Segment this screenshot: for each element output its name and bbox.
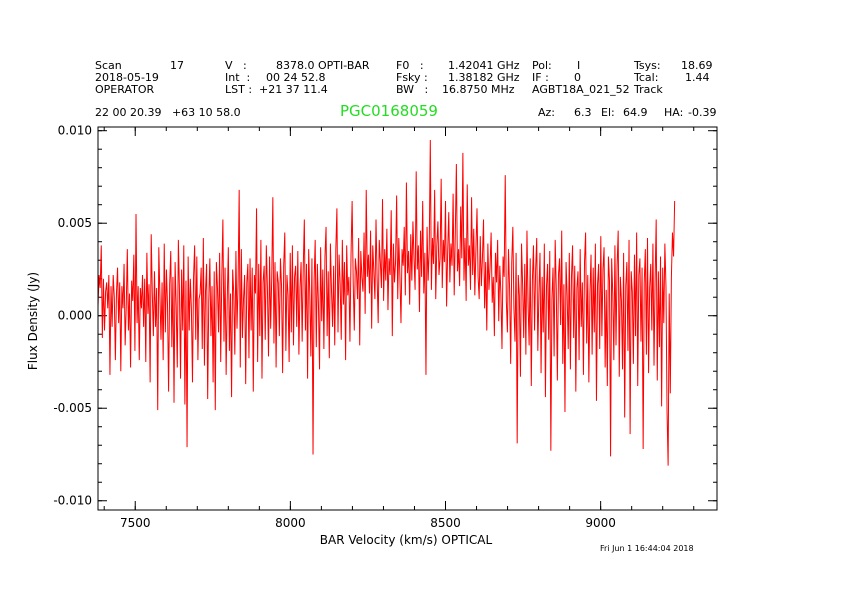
tcal-label: Tcal: xyxy=(634,71,659,84)
bandwidth-label: BW : xyxy=(396,83,429,96)
y-axis-label: Flux Density (Jy) xyxy=(26,272,40,370)
plot-timestamp: Fri Jun 1 16:44:04 2018 xyxy=(600,544,694,553)
y-tick-label: -0.010 xyxy=(53,494,92,508)
scan-value: 17 xyxy=(170,59,184,72)
lst-value: +21 37 11.4 xyxy=(259,83,328,96)
bandwidth-value: 16.8750 MHz xyxy=(442,83,515,96)
y-tick-label: 0.000 xyxy=(58,309,92,323)
spectrum-series-line xyxy=(97,139,676,466)
x-tick-label: 7500 xyxy=(120,516,151,530)
f0-value: 1.42041 GHz xyxy=(448,59,520,72)
hour-angle-value: -0.39 xyxy=(688,106,717,119)
observing-mode: Track xyxy=(634,83,663,96)
if-label: IF : xyxy=(532,71,549,84)
azimuth-value: 6.3 xyxy=(574,106,592,119)
y-tick-label: 0.005 xyxy=(58,216,92,230)
source-name: PGC0168059 xyxy=(340,102,438,120)
axis-ticks xyxy=(98,127,717,510)
velocity-label: V : xyxy=(225,59,247,72)
f0-label: F0 : xyxy=(396,59,424,72)
pol-label: Pol: xyxy=(532,59,552,72)
tcal-value: 1.44 xyxy=(685,71,710,84)
y-tick-label: -0.005 xyxy=(53,401,92,415)
lst-label: LST : xyxy=(225,83,253,96)
integration-value: 00 24 52.8 xyxy=(266,71,326,84)
integration-label: Int : xyxy=(225,71,251,84)
hour-angle-label: HA: xyxy=(664,106,684,119)
observer-name: OPERATOR xyxy=(95,83,155,96)
tsys-value: 18.69 xyxy=(681,59,713,72)
tsys-label: Tsys: xyxy=(634,59,661,72)
x-axis-label: BAR Velocity (km/s) OPTICAL xyxy=(320,533,493,547)
project-id: AGBT18A_021_52 xyxy=(532,83,630,96)
scan-label: Scan xyxy=(95,59,122,72)
observation-date: 2018-05-19 xyxy=(95,71,159,84)
plot-frame xyxy=(97,126,718,511)
x-tick-label: 8000 xyxy=(275,516,306,530)
y-tick-label: 0.010 xyxy=(58,124,92,138)
velocity-value: 8378.0 OPTI-BAR xyxy=(276,59,370,72)
if-value: 0 xyxy=(574,71,581,84)
fsky-label: Fsky : xyxy=(396,71,428,84)
x-tick-label: 9000 xyxy=(585,516,616,530)
x-tick-label: 8500 xyxy=(430,516,461,530)
elevation-label: El: xyxy=(601,106,615,119)
source-coordinates: 22 00 20.39 +63 10 58.0 xyxy=(95,106,241,119)
elevation-value: 64.9 xyxy=(623,106,648,119)
fsky-value: 1.38182 GHz xyxy=(448,71,520,84)
pol-value: I xyxy=(577,59,581,72)
azimuth-label: Az: xyxy=(538,106,556,119)
tick-labels: 7500 8000 8500 9000 0.010 0.005 0.000 -0.005 -0.… xyxy=(53,124,616,530)
